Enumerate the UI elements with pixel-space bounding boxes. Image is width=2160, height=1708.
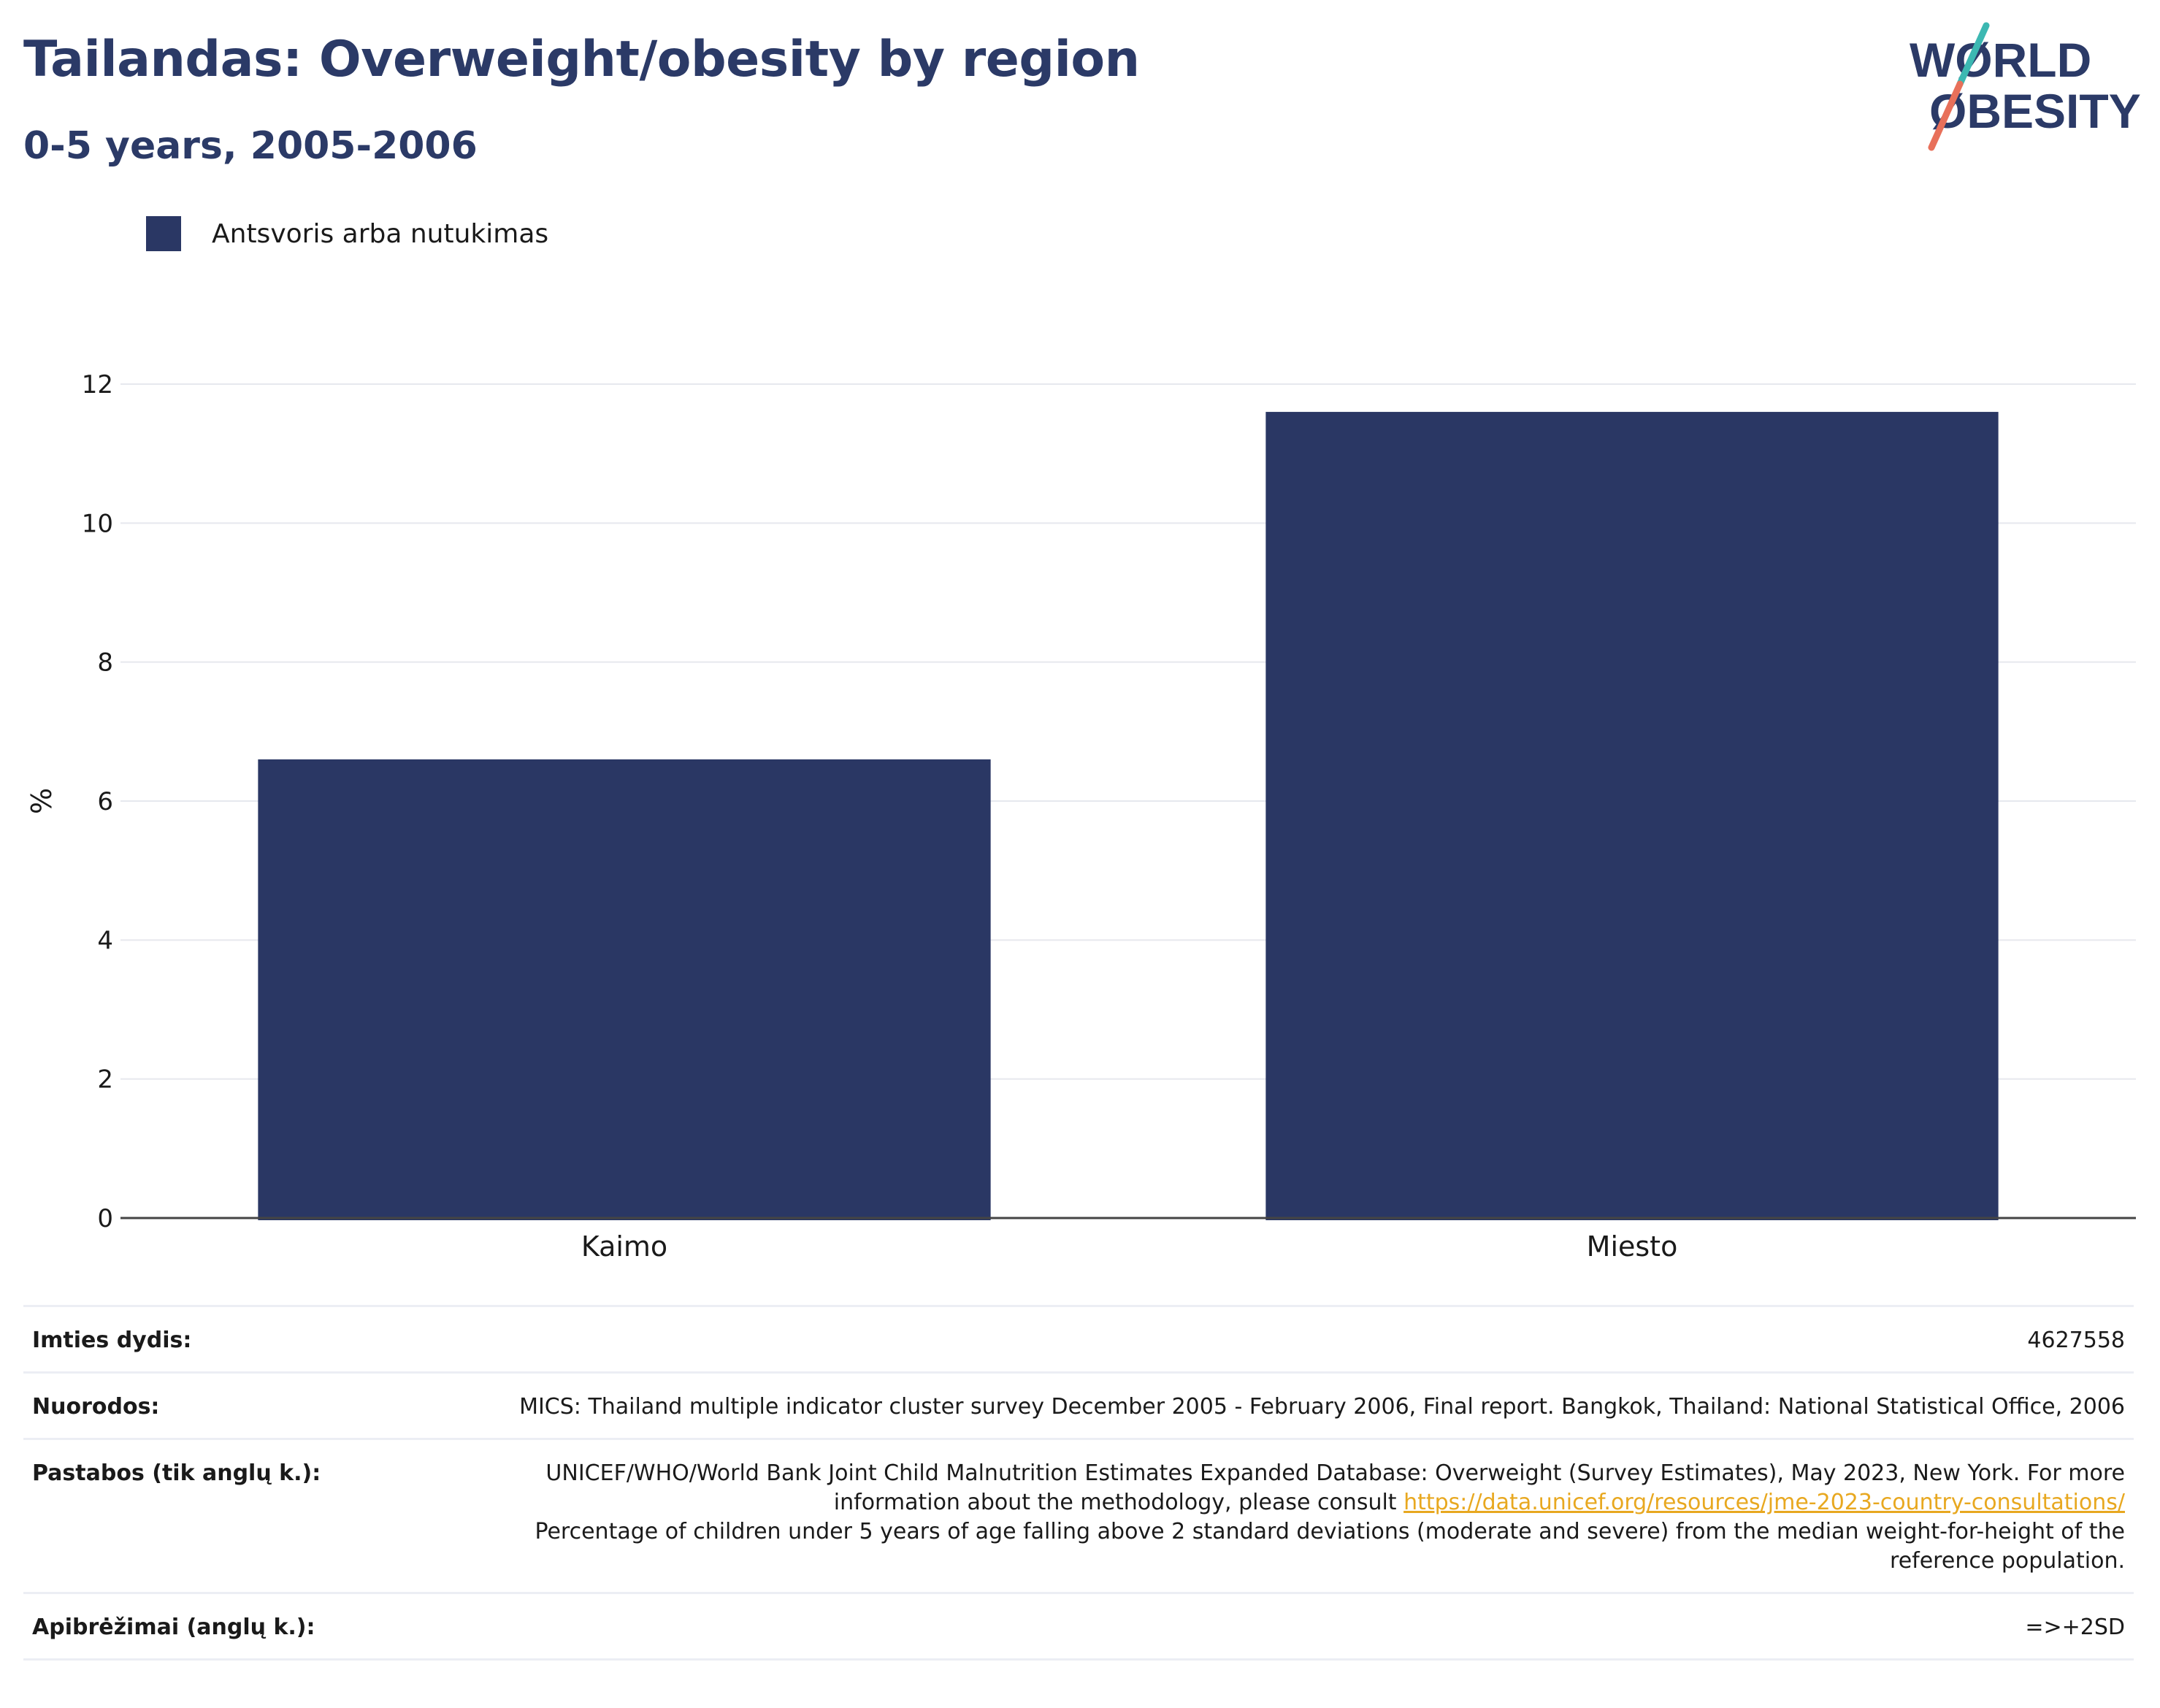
y-tick-label: 8: [97, 648, 113, 678]
definitions-row: Apibrėžimai (anglų k.): =>+2SD: [23, 1593, 2134, 1660]
notes-row: Pastabos (tik anglų k.): UNICEF/WHO/Worl…: [23, 1439, 2134, 1593]
chart-subtitle: 0-5 years, 2005-2006: [23, 124, 478, 168]
x-tick-label: Kaimo: [581, 1230, 667, 1263]
y-tick-label: 2: [97, 1065, 113, 1095]
logo-slash-bottom: [1928, 80, 1964, 151]
legend[interactable]: Antsvoris arba nutukimas: [146, 216, 548, 251]
legend-swatch: [146, 216, 181, 251]
chart-title: Tailandas: Overweight/obesity by region: [23, 31, 1140, 88]
definitions-label: Apibrėžimai (anglų k.):: [32, 1615, 315, 1640]
references-value: MICS: Thailand multiple indicator cluste…: [519, 1394, 2125, 1420]
logo-line1: WØRLD: [1910, 33, 2091, 87]
info-table: Imties dydis: 4627558 Nuorodos: MICS: Th…: [23, 1305, 2134, 1661]
notes-label: Pastabos (tik anglų k.):: [32, 1460, 321, 1486]
logo-line2: ØBESITY: [1929, 84, 2141, 138]
bar-miesto: [1265, 412, 1999, 1220]
sample-size-value: 4627558: [2027, 1328, 2125, 1353]
world-obesity-logo: WØRLD ØBESITY: [1910, 22, 2141, 151]
notes-value: UNICEF/WHO/World Bank Joint Child Malnut…: [450, 1439, 2134, 1593]
sample-size-row: Imties dydis: 4627558: [23, 1306, 2134, 1373]
y-tick-label: 0: [97, 1204, 113, 1233]
y-tick-label: 10: [82, 509, 113, 538]
references-label: Nuorodos:: [32, 1394, 160, 1420]
legend-label: Antsvoris arba nutukimas: [212, 218, 549, 249]
methodology-link[interactable]: https://data.unicef.org/resources/jme-20…: [1403, 1490, 2125, 1515]
notes-text: UNICEF/WHO/World Bank Joint Child Malnut…: [545, 1460, 2125, 1515]
bar-chart: 0 2 4 6 8 10 12% Kaimo Miesto: [26, 370, 2136, 1263]
references-row: Nuorodos: MICS: Thailand multiple indica…: [23, 1372, 2134, 1439]
logo-slash-top: [1956, 22, 1990, 88]
sample-size-label: Imties dydis:: [32, 1328, 192, 1353]
definitions-value: =>+2SD: [2025, 1615, 2125, 1640]
bar-kaimo: [258, 759, 991, 1220]
y-tick-label: 6: [97, 787, 113, 816]
y-tick-label: 12: [82, 370, 113, 399]
notes-definition-text: Percentage of children under 5 years of …: [535, 1519, 2125, 1574]
y-axis-label: %: [26, 788, 58, 814]
y-tick-label: 4: [97, 926, 113, 955]
x-tick-label: Miesto: [1587, 1230, 1678, 1263]
